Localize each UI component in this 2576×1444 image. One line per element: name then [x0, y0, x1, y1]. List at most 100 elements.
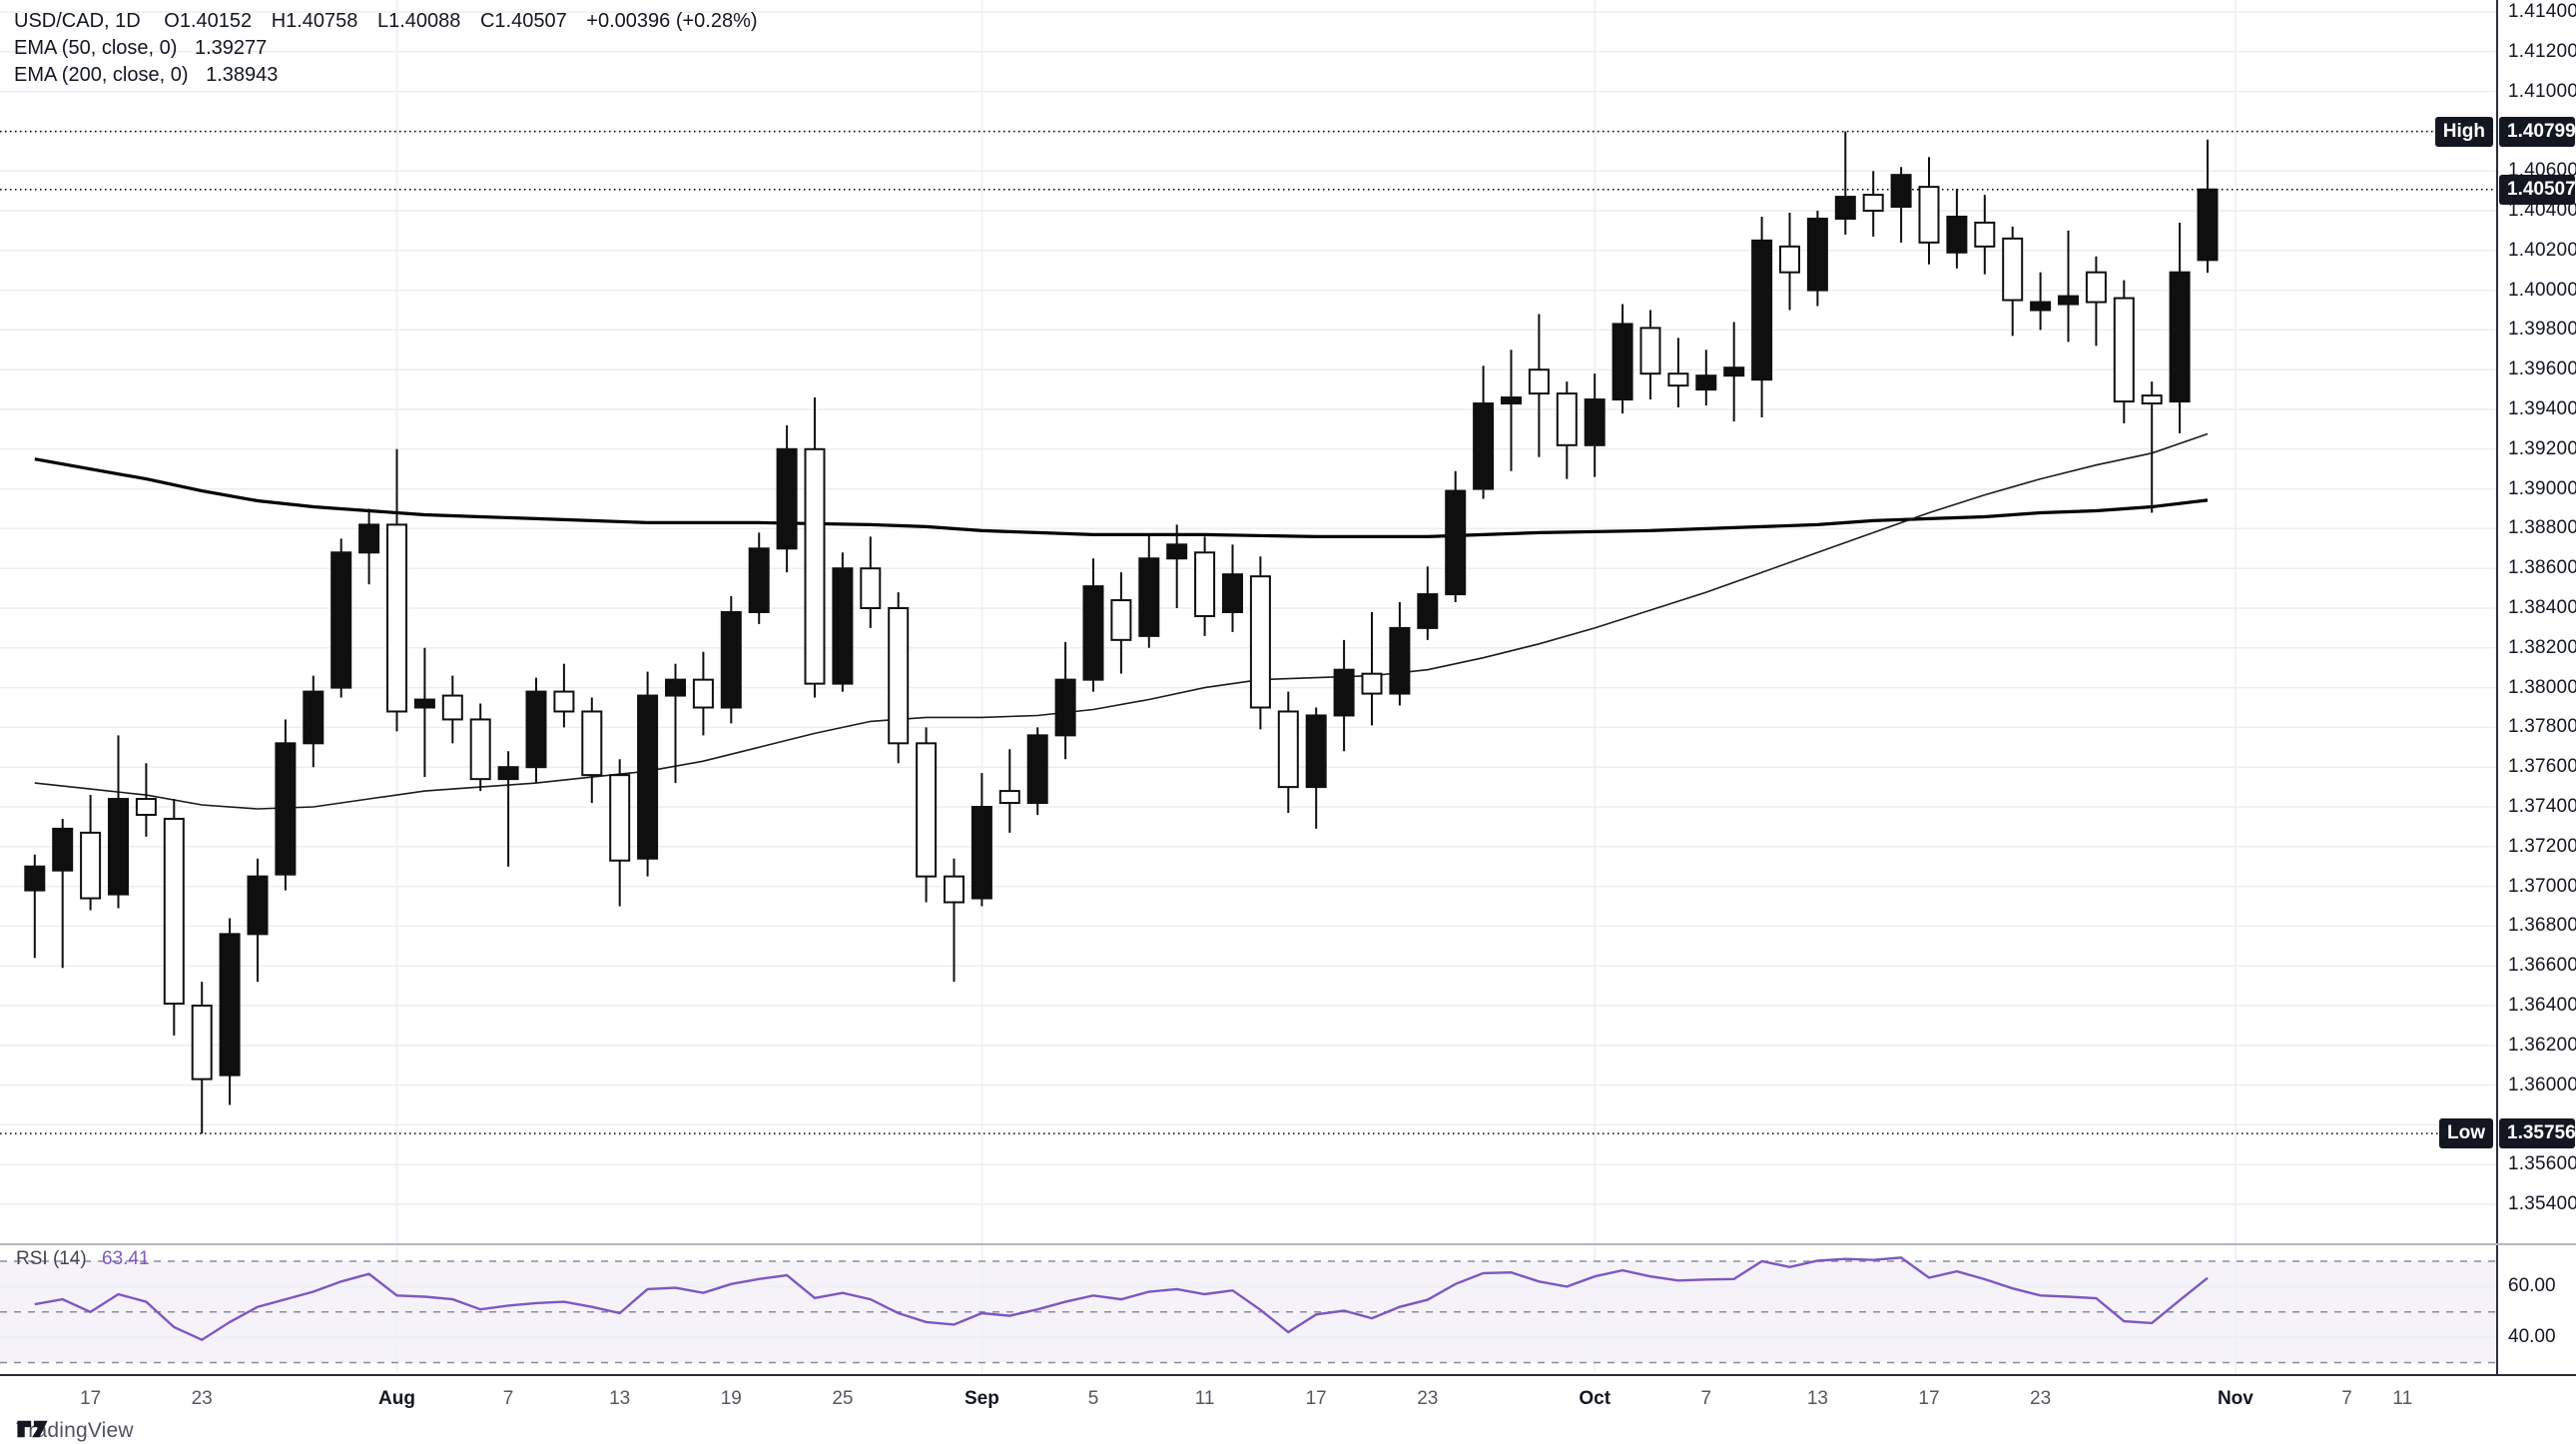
candle[interactable]: [108, 735, 129, 909]
rsi-tick-label: 40.00: [2508, 1326, 2556, 1348]
candle[interactable]: [637, 671, 659, 877]
candle[interactable]: [1806, 211, 1828, 307]
candle[interactable]: [1834, 131, 1856, 235]
candle[interactable]: [720, 596, 742, 724]
candle[interactable]: [1305, 707, 1327, 829]
candle[interactable]: [1528, 314, 1550, 457]
candles-layer[interactable]: [24, 131, 2219, 1134]
candle[interactable]: [1974, 195, 1996, 275]
candle[interactable]: [1333, 639, 1355, 752]
candle[interactable]: [1389, 602, 1411, 706]
candle[interactable]: [1417, 566, 1439, 640]
rsi-pane[interactable]: [0, 1244, 2496, 1374]
symbol-title[interactable]: USD/CAD, 1D: [14, 10, 141, 32]
tradingview-branding[interactable]: TradingView: [16, 1418, 134, 1444]
pane-separator[interactable]: [0, 1243, 2576, 1245]
candle[interactable]: [247, 858, 269, 983]
candle[interactable]: [916, 727, 938, 903]
candle[interactable]: [2113, 280, 2135, 423]
candle[interactable]: [1194, 536, 1216, 636]
candle[interactable]: [1556, 381, 1578, 479]
candle[interactable]: [860, 536, 882, 628]
ema200-label[interactable]: EMA (200, close, 0): [14, 64, 189, 86]
candle[interactable]: [1918, 157, 1940, 265]
candle[interactable]: [1862, 171, 1884, 237]
candle[interactable]: [191, 982, 213, 1134]
candle[interactable]: [1054, 641, 1076, 760]
candle[interactable]: [2197, 139, 2219, 274]
candle[interactable]: [665, 663, 686, 784]
price-tick-label: 1.35400: [2508, 1193, 2576, 1214]
candle[interactable]: [24, 854, 46, 959]
candle[interactable]: [386, 448, 407, 732]
ema50-legend-row[interactable]: EMA (50, close, 0) 1.39277: [14, 35, 772, 62]
ema200-legend-row[interactable]: EMA (200, close, 0) 1.38943: [14, 62, 772, 89]
candle[interactable]: [1110, 572, 1132, 674]
candle[interactable]: [358, 508, 380, 585]
candle[interactable]: [275, 719, 297, 891]
price-pane[interactable]: [0, 0, 2496, 1244]
ema50-label[interactable]: EMA (50, close, 0): [14, 37, 178, 59]
candle[interactable]: [1138, 534, 1160, 648]
candle[interactable]: [1473, 365, 1495, 499]
ema200-line[interactable]: [34, 457, 2209, 538]
candle[interactable]: [888, 592, 910, 764]
candle[interactable]: [1611, 304, 1633, 413]
rsi-legend-row[interactable]: RSI (14) 63.41: [16, 1248, 150, 1270]
candle[interactable]: [135, 763, 157, 837]
candle[interactable]: [1946, 189, 1968, 269]
candle[interactable]: [944, 858, 965, 983]
candle[interactable]: [1361, 611, 1383, 726]
high-marker-label: High: [2434, 116, 2493, 147]
candle[interactable]: [1667, 338, 1689, 408]
candle[interactable]: [303, 675, 324, 768]
candle[interactable]: [1026, 727, 1048, 815]
candle[interactable]: [581, 697, 603, 804]
candle[interactable]: [804, 397, 826, 698]
candle[interactable]: [998, 749, 1020, 833]
candle[interactable]: [52, 818, 74, 969]
candle[interactable]: [2141, 381, 2163, 513]
candle[interactable]: [1277, 691, 1299, 813]
candle[interactable]: [1890, 167, 1912, 243]
candle[interactable]: [441, 675, 463, 744]
candle[interactable]: [1445, 470, 1467, 603]
candle[interactable]: [2002, 226, 2024, 337]
candle[interactable]: [413, 647, 435, 778]
candle[interactable]: [1751, 216, 1773, 417]
candle[interactable]: [609, 759, 631, 907]
candle[interactable]: [970, 773, 992, 907]
candle[interactable]: [469, 703, 491, 792]
candle[interactable]: [2085, 256, 2107, 347]
candle[interactable]: [1501, 350, 1522, 471]
candle[interactable]: [497, 751, 519, 867]
candle[interactable]: [163, 799, 185, 1036]
candle[interactable]: [525, 677, 547, 784]
rsi-label[interactable]: RSI (14): [16, 1248, 87, 1269]
candle[interactable]: [1779, 212, 1800, 311]
candle[interactable]: [219, 918, 241, 1105]
ema50-line[interactable]: [34, 432, 2209, 810]
candle[interactable]: [692, 651, 714, 736]
candle[interactable]: [1222, 544, 1243, 632]
symbol-row[interactable]: USD/CAD, 1D O1.40152 H1.40758 L1.40088 C…: [14, 8, 772, 35]
candle[interactable]: [748, 532, 770, 624]
candle[interactable]: [1166, 524, 1188, 608]
candle[interactable]: [80, 795, 102, 911]
candle[interactable]: [330, 538, 352, 698]
candle[interactable]: [832, 552, 854, 692]
candle[interactable]: [1082, 558, 1104, 692]
candle[interactable]: [2169, 222, 2191, 433]
candle[interactable]: [2030, 272, 2052, 331]
candle[interactable]: [1249, 556, 1271, 730]
candle[interactable]: [1584, 373, 1606, 477]
candle[interactable]: [776, 424, 798, 573]
candle[interactable]: [2058, 230, 2079, 343]
candle[interactable]: [1639, 310, 1661, 400]
chart-legend[interactable]: USD/CAD, 1D O1.40152 H1.40758 L1.40088 C…: [14, 8, 772, 89]
candle[interactable]: [553, 663, 575, 728]
candle[interactable]: [1723, 322, 1745, 421]
candle[interactable]: [1695, 350, 1717, 406]
rsi-line[interactable]: [34, 1256, 2209, 1342]
time-label-day: 7: [502, 1388, 514, 1409]
